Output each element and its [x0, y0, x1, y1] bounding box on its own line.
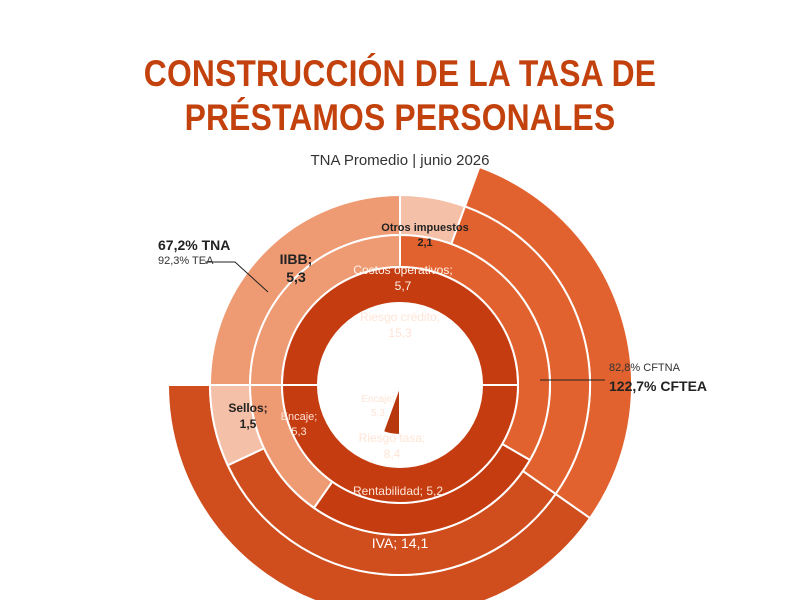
- label-riesgo-credito: Riesgo crédito; 15,3: [360, 310, 440, 340]
- label-costos-operativos: Costos operativos; 5,7: [353, 263, 452, 293]
- label-sellos: Sellos; 1,5: [228, 401, 267, 431]
- label-rentabilidad: Rentabilidad; 5,2: [353, 484, 443, 498]
- title-line-1: CONSTRUCCIÓN DE LA TASA DE: [143, 53, 657, 94]
- arc-encaje-inner: [381, 384, 401, 437]
- label-plazo-fijo: Plazo fijo: [370, 362, 395, 387]
- chart-title: CONSTRUCCIÓN DE LA TASA DE PRÉSTAMOS PER…: [56, 52, 744, 140]
- chart-subtitle: TNA Promedio | junio 2026: [310, 152, 490, 169]
- tea-annotation: 92,3% TEA: [158, 255, 214, 267]
- label-iibb: IIBB; 5,3: [280, 251, 313, 285]
- tna-annotation: 67,2% TNA: [158, 237, 231, 253]
- title-line-2: PRÉSTAMOS PERSONALES: [184, 97, 616, 138]
- label-otros-impuestos: Otros impuestos 2,1: [381, 222, 468, 249]
- value-plazo-fijo: 19,9: [407, 364, 432, 379]
- label-encaje-inner: Encaje; 5,3: [361, 394, 394, 419]
- cftna-annotation: 82,8% CFTNA: [609, 362, 680, 374]
- label-iva: IVA; 14,1: [372, 535, 429, 551]
- arc-riesgo-credito: [280, 266, 520, 386]
- label-encaje-outer: Encaje; 5,3: [281, 411, 318, 438]
- arc-riesgo-tasa: [280, 384, 520, 504]
- label-riesgo-tasa: Riesgo tasa; 8,4: [359, 431, 426, 461]
- tna-leader-line: [205, 261, 269, 293]
- cftea-annotation: 122,7% CFTEA: [609, 378, 708, 394]
